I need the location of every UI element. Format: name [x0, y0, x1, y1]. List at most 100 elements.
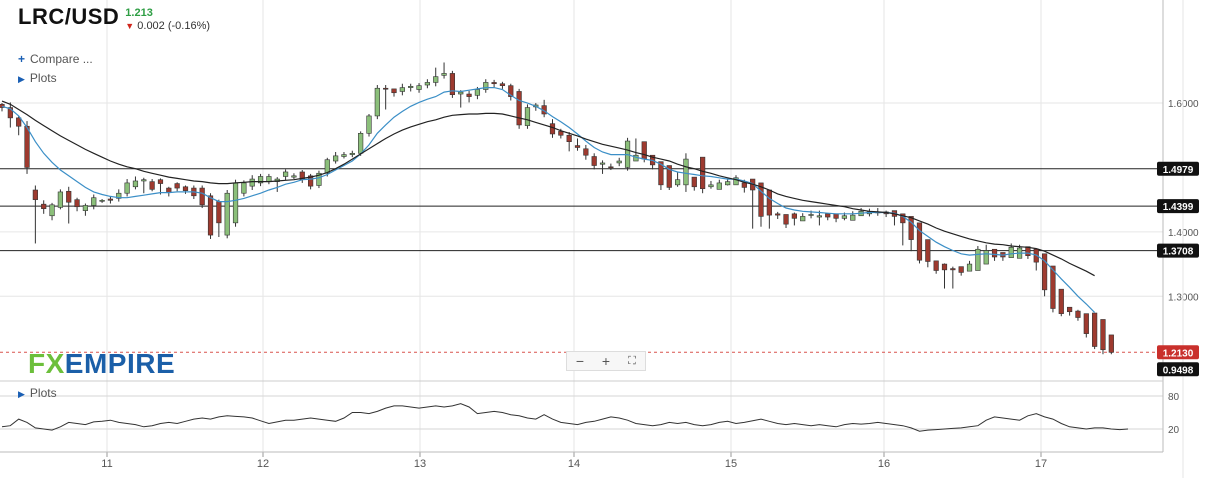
candle-body-down — [107, 198, 114, 201]
candle — [733, 175, 739, 186]
candle-body-down — [908, 216, 914, 240]
candle — [274, 177, 280, 192]
grid — [0, 0, 1163, 452]
compare-label: Compare ... — [30, 52, 93, 66]
candle-body-down — [741, 182, 747, 188]
candle-body-down — [833, 213, 839, 219]
candle — [1075, 309, 1081, 321]
candle-body-up — [358, 133, 364, 154]
candle — [324, 157, 330, 177]
candle-body-up — [716, 182, 722, 190]
candle-body-down — [574, 145, 581, 148]
y-tick-label: 1.6000 — [1168, 99, 1199, 110]
candle-body-up — [57, 191, 63, 208]
candle-body-down — [566, 134, 572, 142]
candle-body-up — [91, 197, 97, 206]
candle-body-down — [700, 156, 706, 190]
candle-body-down — [308, 175, 314, 187]
candle-body-down — [950, 268, 956, 271]
candle — [508, 83, 514, 101]
level-tag-bg — [1157, 199, 1199, 214]
candle — [566, 132, 572, 152]
candle — [282, 169, 289, 181]
candle — [683, 153, 689, 192]
candle — [349, 150, 355, 158]
zoom-out-button[interactable]: − — [575, 353, 585, 369]
candle-body-down — [182, 186, 189, 191]
fullscreen-button[interactable]: ⛶ — [628, 354, 636, 367]
moving-average-slow — [1, 100, 1095, 277]
candle — [1033, 248, 1039, 271]
candle — [674, 171, 681, 187]
level-tag-label: 1.3708 — [1163, 247, 1194, 258]
plots-toggle[interactable]: ▶ Plots — [18, 71, 57, 85]
candle — [900, 213, 906, 246]
candle-body-up — [333, 155, 339, 162]
candle-body-up — [599, 162, 606, 165]
y-tick-label: 1.3000 — [1168, 292, 1199, 303]
candle — [775, 211, 781, 219]
x-tick-label: 14 — [568, 458, 580, 470]
current-price-tag-label: 1.2130 — [1163, 348, 1194, 359]
x-tick-label: 16 — [878, 458, 890, 470]
candle-body-down — [174, 183, 180, 189]
candle-body-down — [641, 141, 647, 160]
symbol-title: LRC/USD — [18, 4, 120, 29]
candle — [758, 182, 764, 227]
candle — [266, 173, 272, 185]
lower-plots-toggle[interactable]: ▶ Plots — [18, 386, 57, 400]
x-tick-label: 12 — [257, 458, 269, 470]
candle — [966, 260, 973, 272]
candle — [174, 182, 180, 192]
candle — [608, 163, 614, 171]
candle-body-down — [491, 82, 497, 85]
candle-body-up — [800, 216, 806, 222]
compare-button[interactable]: + Compare ... — [18, 52, 93, 66]
candle — [825, 213, 831, 221]
play-triangle-icon: ▶ — [18, 389, 25, 399]
candle-body-down — [157, 179, 164, 184]
candle-body-up — [374, 87, 380, 117]
price-change: 0.002 (-0.16%) — [137, 20, 211, 32]
candle — [107, 196, 114, 204]
plots-label: Plots — [29, 71, 57, 85]
candle-body-up — [966, 263, 973, 272]
candle — [708, 180, 714, 189]
candle-body-down — [74, 199, 80, 208]
level-tag-support-1: 1.3708 — [1157, 243, 1199, 258]
candle — [366, 114, 372, 137]
candle-body-down — [825, 213, 831, 218]
candle — [616, 157, 622, 167]
candle-body-down — [1050, 265, 1056, 309]
candle — [750, 178, 756, 229]
candle-body-up — [99, 200, 105, 202]
candle — [1067, 306, 1073, 316]
candle — [49, 202, 55, 221]
candle-body-down — [1025, 246, 1031, 256]
candle — [7, 102, 13, 128]
zoom-in-button[interactable]: + — [601, 353, 611, 369]
candle-body-down — [558, 131, 564, 136]
candle — [958, 266, 964, 276]
candle-body-up — [116, 192, 122, 199]
candle-body-up — [124, 182, 130, 194]
candle — [666, 165, 672, 190]
candle — [800, 213, 806, 222]
candle — [257, 173, 264, 187]
level-tag-label: 1.4979 — [1163, 165, 1194, 176]
candle — [783, 214, 789, 228]
candle-body-up — [708, 184, 714, 188]
candle — [333, 152, 339, 164]
candle-body-up — [132, 180, 139, 188]
x-tick-label: 13 — [414, 458, 426, 470]
candle — [124, 179, 130, 197]
candle-body-down — [16, 117, 22, 127]
candle-body-up — [82, 205, 89, 211]
candle-body-down — [783, 214, 789, 225]
candle — [116, 189, 122, 202]
candle-body-down — [508, 85, 514, 97]
candle — [182, 185, 189, 194]
candle — [199, 185, 205, 209]
